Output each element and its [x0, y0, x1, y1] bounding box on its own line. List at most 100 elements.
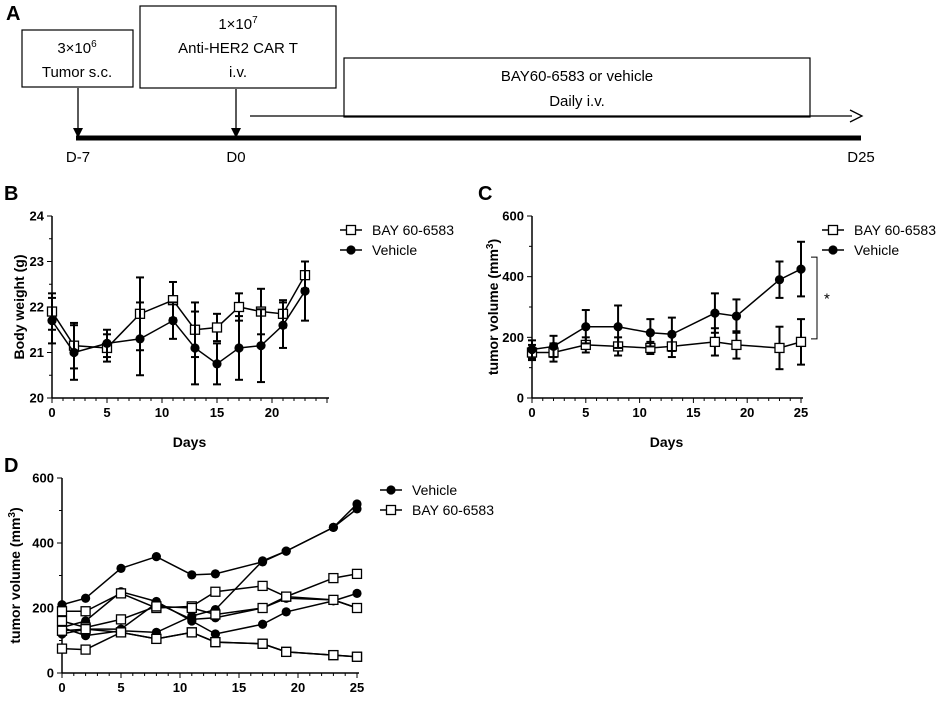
data-point	[731, 339, 742, 351]
chart-body-weight: 0 5 10 15 20 20 21 22 23 24 Days Body weight (g) BAY…	[11, 209, 454, 451]
chart-tumor-volume-mean: 0 5 10 15 20 25 0 200 400 600 Days tumor volume (mm…	[485, 209, 936, 451]
legend-label: Vehicle	[412, 482, 457, 498]
significance-star: *	[824, 290, 830, 307]
data-point	[80, 606, 91, 617]
data-point	[352, 588, 362, 598]
x-tick-label: 20	[291, 680, 305, 695]
box3-line2: Daily i.v.	[549, 93, 605, 110]
x-tick-label: 5	[103, 405, 110, 420]
data-point	[210, 629, 220, 639]
data-point	[258, 556, 268, 566]
legend-label: BAY 60-6583	[854, 222, 936, 238]
data-point	[667, 329, 677, 339]
box2-line3: i.v.	[229, 64, 247, 81]
data-point	[645, 328, 655, 338]
data-point	[210, 569, 220, 579]
timeline-box-1: 3×106 Tumor s.c.	[21, 29, 134, 88]
legend-marker	[345, 224, 357, 236]
data-point	[190, 343, 200, 353]
panel-label-c: C	[478, 183, 492, 205]
panel-label-b: B	[4, 183, 18, 205]
data-point	[281, 591, 292, 602]
data-point	[187, 570, 197, 580]
series-vehicle	[57, 593, 362, 639]
data-point	[135, 334, 145, 344]
data-point	[151, 633, 162, 645]
series-vehicle	[47, 260, 310, 386]
series-line	[62, 573, 358, 612]
legend-marker	[385, 504, 397, 516]
box1-line1: 3×106	[57, 39, 97, 57]
data-point	[151, 601, 162, 612]
series-vehicle	[527, 240, 806, 360]
y-tick-label: 200	[32, 601, 54, 616]
series-bay-60-6583	[56, 568, 363, 617]
data-point	[281, 546, 291, 556]
data-point	[257, 638, 268, 649]
y-tick-label: 0	[47, 666, 54, 681]
timeline-box-2: 1×107 Anti-HER2 CAR T i.v.	[139, 5, 337, 89]
panel-label-a: A	[6, 3, 20, 25]
data-point	[351, 568, 363, 580]
data-point	[774, 275, 785, 285]
legend-label: Vehicle	[854, 242, 899, 258]
data-point	[351, 602, 363, 614]
y-axis-title: Body weight (g)	[11, 255, 27, 360]
x-axis-title: Days	[650, 434, 684, 450]
timeline-label-mid: D0	[226, 149, 245, 166]
y-tick-label: 21	[30, 345, 44, 360]
timeline-label-start: D-7	[66, 149, 90, 166]
data-point	[328, 572, 339, 584]
data-point	[256, 341, 266, 351]
data-point	[328, 649, 339, 661]
x-tick-label: 20	[265, 405, 279, 420]
x-tick-label: 5	[582, 405, 589, 420]
data-point	[168, 316, 178, 326]
data-point	[56, 625, 68, 636]
data-point	[210, 636, 221, 648]
box2-line2: Anti-HER2 CAR T	[178, 40, 298, 57]
x-tick-label: 20	[740, 405, 754, 420]
data-point	[115, 614, 127, 625]
data-point	[328, 522, 338, 533]
data-point	[796, 264, 806, 274]
data-point	[257, 602, 268, 614]
data-point	[56, 606, 68, 617]
y-tick-label: 24	[30, 209, 45, 224]
y-tick-label: 23	[30, 254, 44, 269]
series-line	[61, 508, 358, 637]
data-point	[210, 609, 221, 620]
data-point	[80, 623, 91, 635]
series-bay-60-6583	[526, 318, 807, 371]
data-point	[281, 607, 291, 617]
series-line	[61, 503, 358, 606]
data-point	[774, 342, 785, 354]
data-point	[709, 336, 721, 348]
y-tick-label: 600	[32, 471, 54, 486]
x-tick-label: 15	[686, 405, 700, 420]
x-axis-title: Days	[173, 434, 207, 450]
legend-marker	[386, 485, 396, 495]
data-point	[328, 594, 339, 606]
y-tick-label: 200	[502, 330, 524, 345]
legend-label: BAY 60-6583	[412, 502, 494, 518]
timeline-label-end: D25	[847, 149, 875, 166]
data-point	[257, 580, 268, 592]
data-point	[102, 338, 112, 348]
x-tick-label: 10	[173, 680, 187, 695]
data-point	[56, 615, 68, 627]
box1-line2: Tumor s.c.	[42, 64, 112, 81]
box3-line1: BAY60-6583 or vehicle	[501, 68, 653, 85]
x-tick-label: 0	[48, 405, 55, 420]
data-point	[186, 602, 197, 614]
legend: BAY 60-6583 Vehicle	[822, 222, 936, 258]
x-tick-label: 15	[232, 680, 246, 695]
data-point	[613, 322, 623, 332]
data-point	[115, 627, 127, 638]
data-point	[234, 343, 244, 353]
y-tick-label: 20	[30, 391, 44, 406]
panel-label-d: D	[4, 455, 18, 477]
data-point	[352, 504, 362, 514]
data-point	[211, 322, 223, 333]
data-point	[116, 563, 126, 573]
